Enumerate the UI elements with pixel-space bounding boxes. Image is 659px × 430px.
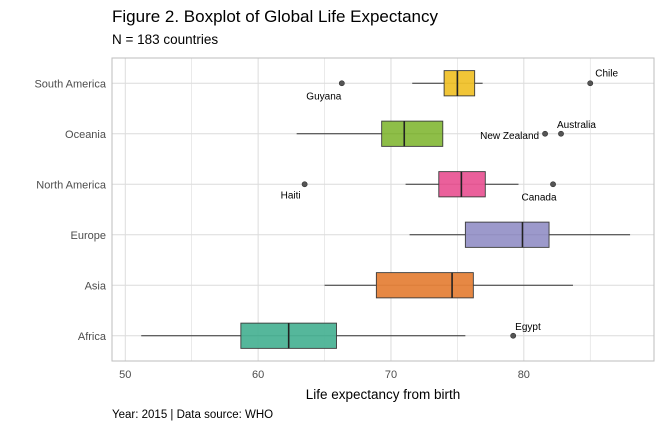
box-group-south-america: Guyana Chile xyxy=(306,68,618,102)
outlier-label: Australia xyxy=(557,120,596,131)
outlier-point xyxy=(338,80,345,87)
chart-title: Figure 2. Boxplot of Global Life Expecta… xyxy=(112,7,439,26)
box-group-north-america: Haiti Canada xyxy=(281,171,557,203)
outlier-point xyxy=(301,181,308,188)
outlier-label: Canada xyxy=(522,192,557,203)
x-axis-title: Life expectancy from birth xyxy=(306,387,461,402)
y-tick-label: Oceania xyxy=(65,129,107,141)
box-group-asia xyxy=(324,272,573,299)
x-tick-label: 50 xyxy=(119,369,131,381)
box xyxy=(375,272,474,299)
x-tick-label: 80 xyxy=(518,369,530,381)
grid-lines xyxy=(112,58,654,361)
outlier-point xyxy=(558,130,564,137)
chart-subtitle: N = 183 countries xyxy=(112,32,219,47)
x-tick-label: 70 xyxy=(385,369,397,381)
y-tick-label: Asia xyxy=(85,280,107,292)
boxes-layer: Guyana Chile New Zealand Australia Haiti Cana… xyxy=(141,68,631,349)
box xyxy=(464,221,550,248)
x-tick-label: 60 xyxy=(252,369,264,381)
outlier-label: Haiti xyxy=(281,190,301,201)
y-tick-label: Africa xyxy=(78,331,107,343)
box xyxy=(443,70,476,97)
outlier-label: Egypt xyxy=(515,322,541,333)
outlier-label: Guyana xyxy=(306,91,341,102)
outlier-point xyxy=(550,181,556,188)
tick-labels: 50 60 70 80 South America Oceania North Americ… xyxy=(34,78,529,381)
outlier-label: New Zealand xyxy=(480,131,539,142)
chart-caption: Year: 2015 | Data source: WHO xyxy=(112,409,274,421)
y-tick-label: North America xyxy=(36,179,107,191)
panel-border xyxy=(111,57,655,362)
outlier-label: Chile xyxy=(595,68,618,79)
y-tick-label: South America xyxy=(34,78,106,90)
y-tick-label: Europe xyxy=(71,230,106,242)
outlier-point xyxy=(587,80,594,87)
box xyxy=(381,120,444,147)
outlier-point xyxy=(510,332,517,339)
outlier-point xyxy=(542,130,548,137)
box-group-oceania: New Zealand Australia xyxy=(296,120,596,147)
box-group-africa: Egypt xyxy=(141,322,541,349)
box-group-europe xyxy=(409,221,631,248)
